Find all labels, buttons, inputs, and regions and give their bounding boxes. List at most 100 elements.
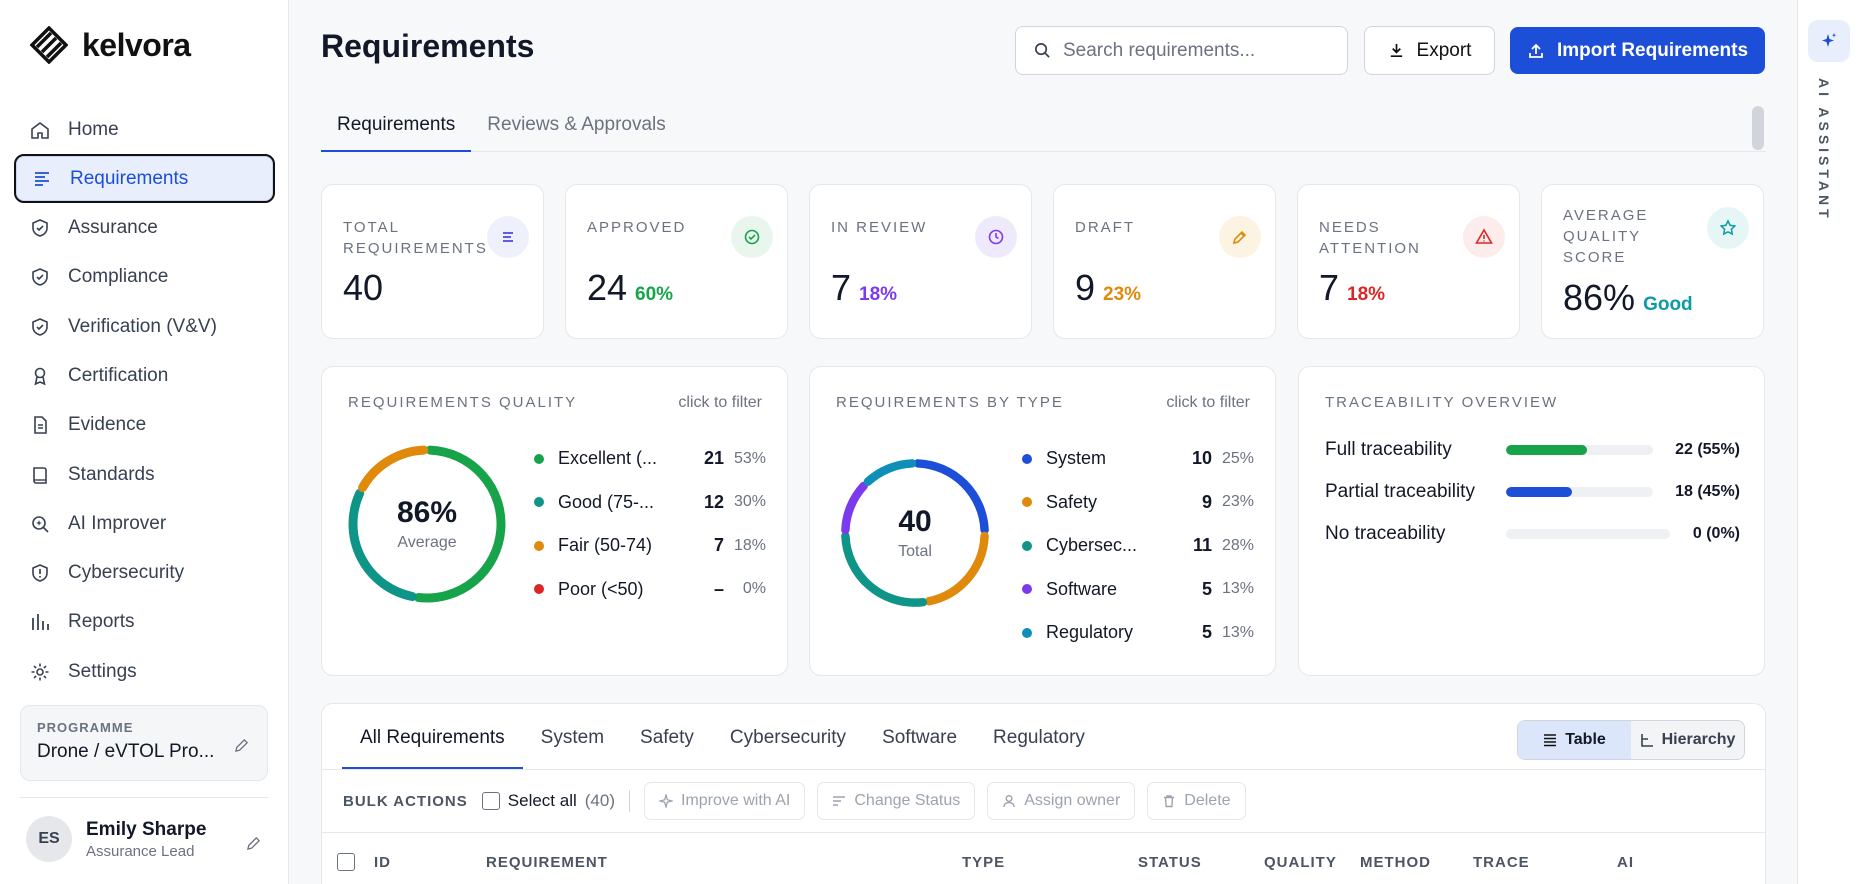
export-button[interactable]: Export bbox=[1364, 26, 1495, 75]
assign-owner-button[interactable]: Assign owner bbox=[987, 782, 1136, 820]
legend-count: 5 bbox=[1201, 622, 1212, 643]
kpi-needs-attention[interactable]: NEEDS ATTENTION 7 18% bbox=[1297, 184, 1520, 339]
quality-donut-chart[interactable] bbox=[342, 439, 512, 609]
sidebar-item-ai-improver[interactable]: AI Improver bbox=[14, 499, 275, 548]
legend-dot bbox=[1022, 584, 1032, 595]
legend-item[interactable]: Good (75-... 12 30% bbox=[534, 481, 766, 525]
kpi-value: 7 18% bbox=[831, 267, 897, 309]
donut-segment-2[interactable] bbox=[358, 445, 429, 493]
user-profile[interactable]: ES Emily Sharpe Assurance Lead bbox=[26, 816, 206, 862]
sidebar-item-settings[interactable]: Settings bbox=[14, 647, 275, 696]
kpi-approved[interactable]: APPROVED 24 60% bbox=[565, 184, 788, 339]
donut-segment-0[interactable] bbox=[414, 445, 506, 603]
scrollbar-thumb[interactable] bbox=[1752, 106, 1764, 150]
pencil-icon[interactable] bbox=[246, 836, 261, 851]
tab-cybersecurity[interactable]: Cybersecurity bbox=[729, 727, 847, 748]
traceability-row[interactable]: No traceability 0 (0%) bbox=[1325, 519, 1740, 549]
legend-percent: 28% bbox=[1221, 536, 1254, 554]
sidebar-item-reports[interactable]: Reports bbox=[14, 598, 275, 647]
kpi-value: 40 bbox=[343, 267, 391, 309]
column-ai[interactable]: AI bbox=[1617, 854, 1634, 871]
card-title: REQUIREMENTS QUALITY bbox=[348, 394, 578, 411]
column-requirement[interactable]: REQUIREMENT bbox=[486, 854, 608, 871]
ai-assistant-label[interactable]: AI ASSISTANT bbox=[1816, 78, 1832, 222]
column-type[interactable]: TYPE bbox=[962, 854, 1006, 871]
click-to-filter-link[interactable]: click to filter bbox=[678, 394, 762, 411]
legend-item[interactable]: Poor (<50) –0% bbox=[534, 568, 766, 612]
kpi-number: 24 bbox=[587, 267, 628, 308]
sidebar-item-cybersecurity[interactable]: Cybersecurity bbox=[14, 549, 275, 598]
legend-item[interactable]: Cybersec... 11 28% bbox=[1022, 524, 1254, 568]
header-checkbox[interactable] bbox=[337, 853, 355, 871]
tab-regulatory[interactable]: Regulatory bbox=[993, 727, 1085, 748]
legend-item[interactable]: Regulatory 5 13% bbox=[1022, 611, 1254, 655]
column-status[interactable]: STATUS bbox=[1138, 854, 1202, 871]
sidebar-item-requirements[interactable]: Requirements bbox=[14, 154, 275, 204]
programme-selector[interactable]: PROGRAMME Drone / eVTOL Pro... bbox=[20, 705, 268, 781]
sidebar-item-home[interactable]: Home bbox=[14, 105, 275, 154]
legend-item[interactable]: System 10 25% bbox=[1022, 437, 1254, 481]
user-icon bbox=[1003, 795, 1015, 808]
kpi-number: 9 bbox=[1075, 267, 1096, 308]
select-all-count: (40) bbox=[584, 791, 615, 810]
delete-button[interactable]: Delete bbox=[1147, 782, 1246, 820]
improve-with-ai-button[interactable]: Improve with AI bbox=[644, 782, 806, 820]
donut-segment-1[interactable] bbox=[924, 531, 989, 606]
delete-label: Delete bbox=[1184, 792, 1231, 809]
page-title: Requirements bbox=[321, 28, 535, 64]
import-requirements-button[interactable]: Import Requirements bbox=[1510, 27, 1765, 74]
avatar: ES bbox=[26, 816, 72, 862]
legend-dot bbox=[534, 497, 544, 508]
pencil-icon[interactable] bbox=[234, 738, 249, 753]
home-icon bbox=[31, 121, 49, 139]
sidebar-item-compliance[interactable]: Compliance bbox=[14, 253, 275, 302]
search-box[interactable] bbox=[1015, 26, 1348, 75]
kpi-value: 24 60% bbox=[587, 267, 673, 309]
search-input[interactable] bbox=[1063, 39, 1333, 62]
logo[interactable]: kelvora bbox=[30, 26, 191, 64]
tab-all-requirements[interactable]: All Requirements bbox=[342, 704, 523, 769]
tab-requirements[interactable]: Requirements bbox=[321, 104, 472, 152]
donut-segment-2[interactable] bbox=[841, 531, 928, 607]
sidebar-item-assurance[interactable]: Assurance bbox=[14, 204, 275, 253]
column-method[interactable]: METHOD bbox=[1360, 854, 1431, 871]
tab-safety[interactable]: Safety bbox=[640, 727, 694, 748]
legend-item[interactable]: Excellent (... 21 53% bbox=[534, 437, 766, 481]
select-all-checkbox[interactable]: Select all (40) bbox=[481, 791, 615, 811]
table-view-button[interactable]: Table bbox=[1518, 721, 1631, 759]
legend-count: 5 bbox=[1201, 578, 1212, 599]
logo-text: kelvora bbox=[82, 26, 191, 63]
legend-item[interactable]: Fair (50-74) 7 18% bbox=[534, 524, 766, 568]
sidebar-item-verification-v-v[interactable]: Verification (V&V) bbox=[14, 302, 275, 351]
ai-assistant-button[interactable] bbox=[1808, 20, 1850, 62]
donut-segment-0[interactable] bbox=[913, 459, 989, 535]
kpi-label: IN REVIEW bbox=[831, 219, 928, 236]
column-id[interactable]: ID bbox=[374, 854, 391, 871]
kpi-draft[interactable]: DRAFT 9 23% bbox=[1053, 184, 1276, 339]
legend-item[interactable]: Safety 9 23% bbox=[1022, 481, 1254, 525]
column-trace[interactable]: TRACE bbox=[1473, 854, 1530, 871]
change-status-button[interactable]: Change Status bbox=[817, 782, 976, 820]
legend-percent: 18% bbox=[733, 536, 766, 554]
sidebar-item-standards[interactable]: Standards bbox=[14, 450, 275, 499]
tab-software[interactable]: Software bbox=[882, 727, 958, 748]
traceability-row[interactable]: Partial traceability 18 (45%) bbox=[1325, 477, 1740, 507]
traceability-row[interactable]: Full traceability 22 (55%) bbox=[1325, 435, 1740, 465]
sidebar-item-certification[interactable]: Certification bbox=[14, 351, 275, 400]
checkbox[interactable] bbox=[481, 792, 500, 810]
kpi-average-quality-score[interactable]: AVERAGE QUALITY SCORE 86% Good bbox=[1541, 184, 1764, 339]
click-to-filter-link[interactable]: click to filter bbox=[1166, 394, 1250, 411]
donut-segment-1[interactable] bbox=[348, 488, 417, 602]
hierarchy-view-button[interactable]: Hierarchy bbox=[1631, 721, 1744, 759]
column-quality[interactable]: QUALITY bbox=[1264, 854, 1337, 871]
tab-reviews-approvals[interactable]: Reviews & Approvals bbox=[487, 114, 666, 135]
donut-segment-4[interactable] bbox=[863, 459, 917, 486]
sidebar-item-evidence[interactable]: Evidence bbox=[14, 401, 275, 450]
tab-system[interactable]: System bbox=[540, 727, 605, 748]
traceability-bar bbox=[1506, 487, 1653, 497]
kpi-total-requirements[interactable]: TOTAL REQUIREMENTS 40 bbox=[321, 184, 544, 339]
legend-item[interactable]: Software 5 13% bbox=[1022, 568, 1254, 612]
type-donut-chart[interactable] bbox=[835, 453, 995, 613]
donut-segment-3[interactable] bbox=[841, 481, 868, 535]
kpi-in-review[interactable]: IN REVIEW 7 18% bbox=[809, 184, 1032, 339]
